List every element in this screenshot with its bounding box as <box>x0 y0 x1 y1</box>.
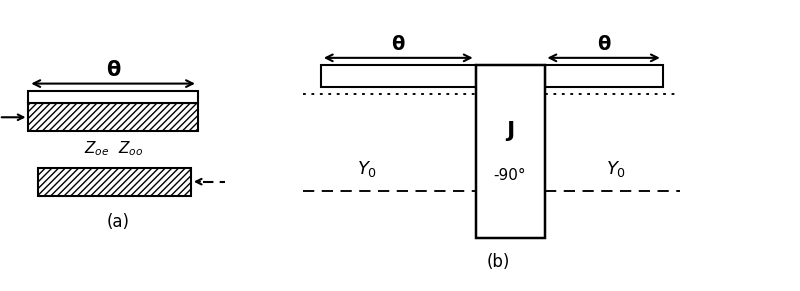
Text: (b): (b) <box>486 253 510 271</box>
Text: -90°: -90° <box>494 168 526 183</box>
Text: θ: θ <box>106 60 120 80</box>
Bar <box>29 103 198 131</box>
Text: J: J <box>506 121 514 141</box>
Text: $Z_{oe}$  $Z_{oo}$: $Z_{oe}$ $Z_{oo}$ <box>84 139 142 158</box>
Text: $Y_0$: $Y_0$ <box>357 159 378 179</box>
Bar <box>321 65 475 86</box>
Text: (a): (a) <box>106 213 130 231</box>
Bar <box>38 168 191 196</box>
Bar <box>475 65 545 238</box>
Text: θ: θ <box>597 35 610 54</box>
Bar <box>545 65 662 86</box>
Text: $Y_0$: $Y_0$ <box>606 159 626 179</box>
Text: θ: θ <box>391 35 405 54</box>
Bar <box>29 91 198 103</box>
